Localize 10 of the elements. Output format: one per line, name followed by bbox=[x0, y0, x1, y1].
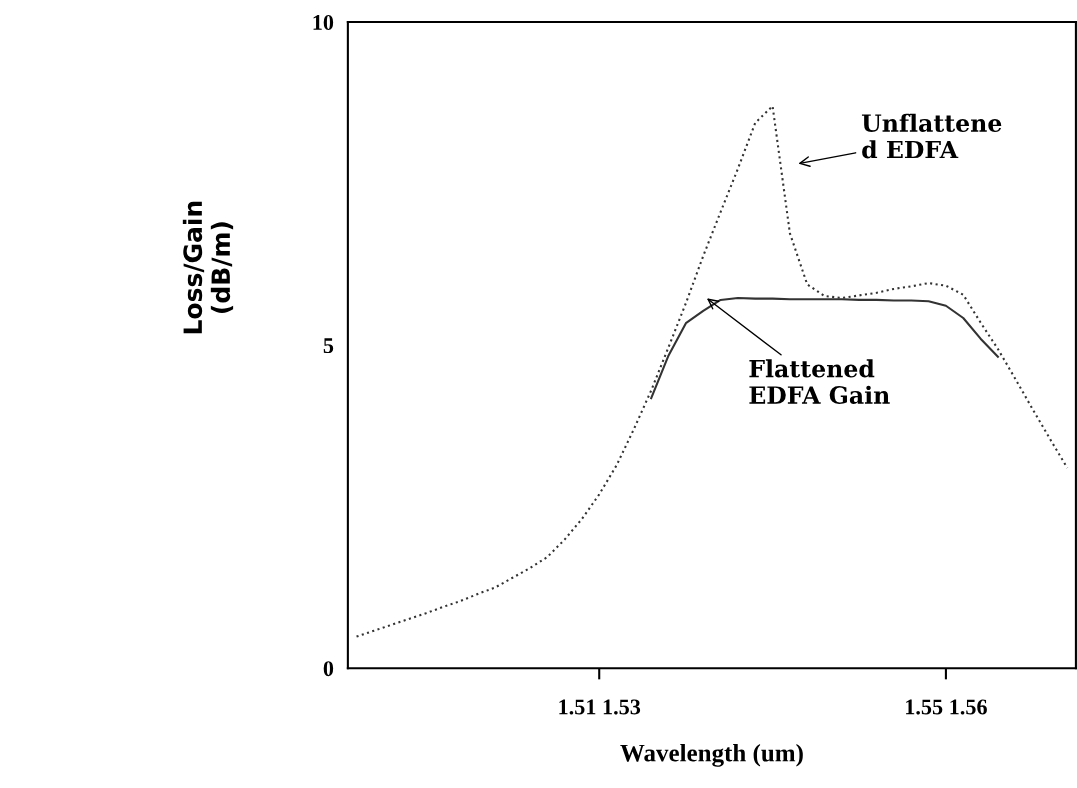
y-tick-label: 5 bbox=[323, 338, 334, 354]
line-series bbox=[355, 105, 1069, 638]
annotation: Flattened EDFA Gain bbox=[749, 359, 890, 404]
annotation: Unflattene d EDFA bbox=[861, 113, 1002, 159]
y-tick-label: 0 bbox=[323, 661, 334, 677]
x-tick-label: 1.55 1.56 bbox=[906, 699, 987, 715]
y-tick-label: 10 bbox=[313, 15, 334, 30]
x-tick-label: 1.51 1.53 bbox=[559, 699, 641, 715]
x-axis-title: Wavelength (um) bbox=[620, 743, 803, 767]
y-axis-title: Loss/Gain (dB/m) bbox=[182, 201, 234, 334]
